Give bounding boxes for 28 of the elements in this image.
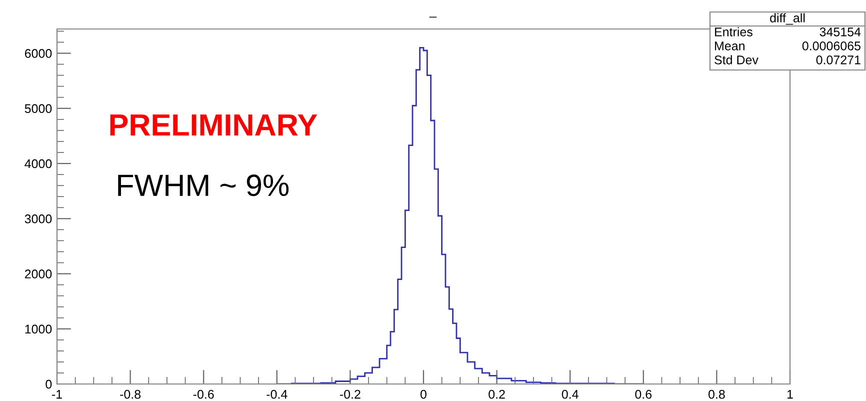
x-tick-label: 0 xyxy=(420,390,426,399)
x-tick-label: -0.2 xyxy=(340,390,360,399)
y-tick-label: 6000 xyxy=(24,49,52,58)
y-tick-label: 0 xyxy=(46,380,52,389)
y-tick-label: 1000 xyxy=(25,324,52,334)
annotation: Std Dev xyxy=(714,55,758,64)
text: 345154 xyxy=(820,28,861,36)
x-tick-label: -0.6 xyxy=(193,390,214,399)
y-tick-label: 2000 xyxy=(24,270,52,278)
x-tick-label: 1 xyxy=(787,390,793,399)
y-tick-label: 3000 xyxy=(24,214,52,224)
y-tick-label: 5000 xyxy=(24,104,52,114)
x-tick-label: 0.4 xyxy=(562,390,578,399)
x-tick-label: 0.2 xyxy=(488,390,505,399)
annotation: FWHM ~ 9% xyxy=(118,174,289,196)
text: diff_all xyxy=(770,13,805,25)
x-tick-label: -1 xyxy=(52,390,62,399)
annotation: Entries xyxy=(715,27,752,36)
text: 0.07271 xyxy=(816,56,860,64)
annotation: PRELIMINARY xyxy=(110,114,318,136)
annotation: Mean xyxy=(715,42,744,50)
text: 0.0006065 xyxy=(802,42,860,50)
y-tick-label: 4000 xyxy=(24,159,52,168)
chart-title: _ xyxy=(429,16,437,18)
x-tick-label: 0.8 xyxy=(708,390,725,399)
x-tick-label: 0.6 xyxy=(635,390,652,399)
x-tick-label: -0.8 xyxy=(120,390,141,399)
x-tick-label: -0.4 xyxy=(266,390,288,399)
